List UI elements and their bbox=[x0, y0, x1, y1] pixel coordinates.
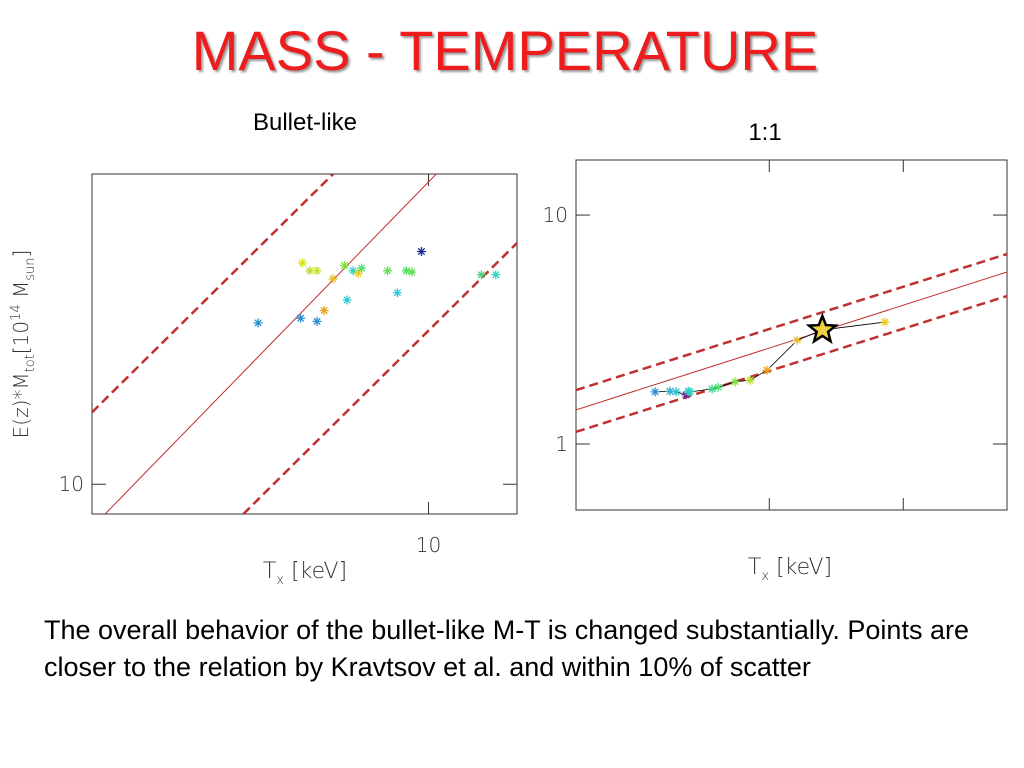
dashed-relation bbox=[576, 252, 1007, 392]
asterisk-marker bbox=[353, 268, 363, 278]
label-part: ] bbox=[9, 250, 33, 258]
connector bbox=[655, 321, 886, 396]
slide-body: The overall behavior of the bullet-like … bbox=[44, 615, 969, 682]
x-axis-label: Tx [keV] bbox=[748, 555, 832, 584]
asterisk-marker bbox=[762, 365, 772, 375]
asterisk-marker bbox=[745, 375, 755, 385]
relation bbox=[104, 174, 437, 514]
asterisk-marker bbox=[312, 266, 322, 276]
asterisk-marker bbox=[491, 270, 501, 280]
plot-area bbox=[576, 252, 1007, 434]
label-part: E(z)*M bbox=[9, 372, 33, 438]
asterisk-marker bbox=[297, 258, 307, 268]
x-tick-label: 10 bbox=[416, 533, 441, 557]
asterisk-marker bbox=[792, 335, 802, 345]
asterisk-marker bbox=[319, 306, 329, 316]
asterisk-marker bbox=[681, 390, 691, 400]
asterisk-marker bbox=[665, 386, 675, 396]
label-part: [10 bbox=[9, 321, 33, 354]
asterisk-marker bbox=[339, 260, 349, 270]
asterisk-marker bbox=[685, 387, 695, 397]
plot-frame bbox=[575, 159, 1008, 511]
asterisk-marker bbox=[707, 384, 717, 394]
asterisk-marker bbox=[401, 266, 411, 276]
y-tick-label: 10 bbox=[543, 203, 568, 227]
asterisk-marker bbox=[305, 266, 315, 276]
label-part: M bbox=[9, 281, 33, 305]
dashed-relation bbox=[576, 294, 1007, 434]
asterisk-marker bbox=[312, 316, 322, 326]
chart-title: 1:1 bbox=[748, 119, 781, 146]
y-tick-label: 10 bbox=[59, 472, 84, 496]
asterisk-marker bbox=[383, 266, 393, 276]
asterisk-marker bbox=[357, 263, 367, 273]
asterisk-marker bbox=[476, 270, 486, 280]
star-marker bbox=[805, 312, 840, 345]
y-tick-label: 1 bbox=[555, 432, 568, 456]
label-part: x bbox=[276, 573, 284, 588]
asterisk-marker bbox=[880, 317, 890, 327]
asterisk-marker bbox=[407, 267, 417, 277]
label-part: x bbox=[761, 569, 769, 584]
label-part: sun bbox=[23, 257, 38, 280]
label-part: [keV] bbox=[769, 555, 832, 580]
asterisk-marker bbox=[650, 387, 660, 397]
asterisk-marker bbox=[392, 288, 402, 298]
asterisk-marker bbox=[348, 266, 358, 276]
relation bbox=[576, 271, 1007, 411]
asterisk-marker bbox=[328, 274, 338, 284]
label-part: 14 bbox=[9, 304, 24, 321]
asterisk-marker bbox=[730, 377, 740, 387]
chart-title: Bullet-like bbox=[253, 109, 357, 136]
label-part: T bbox=[748, 555, 761, 580]
label-part: T bbox=[263, 559, 276, 584]
label-part: tot bbox=[23, 354, 38, 372]
asterisk-marker bbox=[296, 313, 306, 323]
label-part: [keV] bbox=[284, 559, 347, 584]
asterisk-marker bbox=[416, 247, 426, 257]
y-axis-label: E(z)*Mtot[1014 Msun] bbox=[9, 250, 38, 439]
plot-frame bbox=[91, 173, 518, 515]
asterisk-marker bbox=[713, 382, 723, 392]
x-axis-label: Tx [keV] bbox=[263, 559, 347, 588]
asterisk-marker bbox=[253, 318, 263, 328]
asterisk-marker bbox=[342, 295, 352, 305]
dashed-relation bbox=[242, 242, 517, 514]
slide-title: MASS - TEMPERATURE bbox=[191, 19, 819, 82]
asterisk-marker bbox=[671, 387, 681, 397]
dashed-relation bbox=[92, 174, 334, 414]
plot-area bbox=[92, 174, 517, 514]
